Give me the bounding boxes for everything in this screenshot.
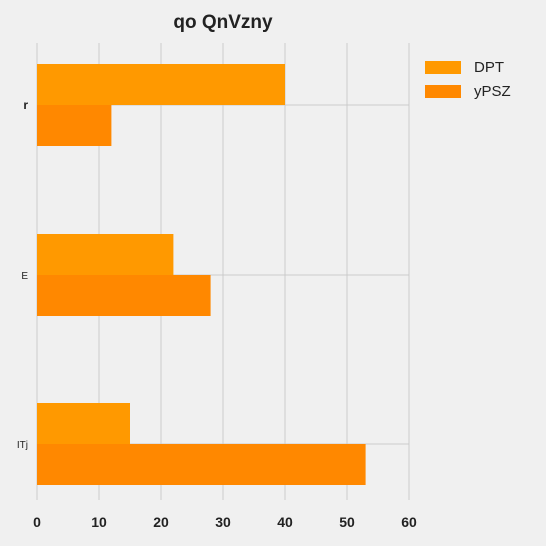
bar-ypsz-r <box>37 105 112 146</box>
x-tick-label: 50 <box>339 514 355 530</box>
bar-layer <box>37 64 366 485</box>
bar-ypsz-e <box>37 275 211 316</box>
axis-layer: 0 10 20 30 40 50 60 r E ITj <box>17 98 417 530</box>
y-tick-label: E <box>21 271 28 282</box>
x-tick-label: 20 <box>153 514 169 530</box>
x-tick-label: 30 <box>215 514 231 530</box>
x-tick-label: 0 <box>33 514 41 530</box>
bar-dpt-r <box>37 64 285 105</box>
legend-label-dpt: DPT <box>474 58 504 76</box>
legend-swatch-dpt <box>425 60 461 74</box>
legend-label-ypsz: yPSZ <box>474 82 511 100</box>
bar-dpt-e <box>37 234 174 275</box>
bar-dpt-itj <box>37 403 130 444</box>
legend-swatch-ypsz <box>425 84 461 98</box>
y-tick-label: r <box>23 98 28 112</box>
legend-item-dpt: DPT <box>425 55 511 79</box>
bar-ypsz-itj <box>37 444 366 485</box>
x-tick-label: 60 <box>401 514 417 530</box>
y-tick-label: ITj <box>17 440 28 451</box>
x-tick-label: 40 <box>277 514 293 530</box>
legend-item-ypsz: yPSZ <box>425 79 511 103</box>
x-tick-label: 10 <box>91 514 107 530</box>
legend: DPT yPSZ <box>425 55 511 103</box>
chart-title: qo QnVzny <box>173 12 273 33</box>
